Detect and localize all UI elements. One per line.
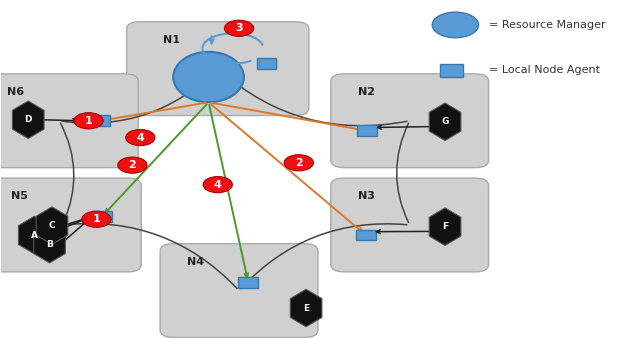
- FancyBboxPatch shape: [331, 178, 488, 272]
- Polygon shape: [36, 207, 68, 244]
- FancyBboxPatch shape: [127, 22, 309, 116]
- Text: 2: 2: [129, 160, 136, 170]
- Text: N3: N3: [358, 192, 375, 201]
- Polygon shape: [429, 103, 461, 141]
- Text: 1: 1: [85, 116, 92, 126]
- Text: A: A: [31, 231, 38, 240]
- Circle shape: [432, 12, 478, 38]
- Text: F: F: [442, 222, 448, 231]
- Polygon shape: [290, 289, 322, 327]
- Circle shape: [284, 155, 314, 171]
- Polygon shape: [13, 101, 44, 139]
- Text: N1: N1: [163, 35, 180, 45]
- Text: N6: N6: [8, 87, 25, 97]
- Text: N5: N5: [11, 192, 27, 201]
- Text: = Local Node Agent: = Local Node Agent: [489, 65, 600, 75]
- Text: = Resource Manager: = Resource Manager: [489, 20, 606, 30]
- Polygon shape: [429, 208, 461, 245]
- Circle shape: [126, 129, 155, 146]
- Polygon shape: [33, 225, 66, 263]
- Bar: [92, 211, 112, 222]
- Text: 3: 3: [235, 23, 243, 33]
- Text: B: B: [46, 240, 53, 248]
- Text: 1: 1: [93, 214, 100, 224]
- Text: C: C: [49, 221, 56, 230]
- FancyBboxPatch shape: [0, 74, 138, 168]
- Ellipse shape: [174, 52, 244, 102]
- Text: E: E: [303, 303, 309, 313]
- Text: 4: 4: [214, 180, 221, 190]
- Circle shape: [82, 211, 111, 227]
- Bar: [356, 230, 375, 240]
- Text: 4: 4: [136, 133, 144, 143]
- Bar: [239, 277, 258, 287]
- Text: 2: 2: [295, 158, 303, 168]
- Circle shape: [74, 113, 103, 129]
- Bar: [91, 115, 110, 126]
- Circle shape: [225, 20, 254, 36]
- Bar: [440, 64, 463, 77]
- Text: G: G: [441, 117, 449, 126]
- FancyBboxPatch shape: [0, 178, 141, 272]
- Bar: [257, 58, 276, 69]
- Text: N4: N4: [187, 257, 204, 267]
- Polygon shape: [18, 216, 50, 254]
- Circle shape: [118, 157, 147, 173]
- FancyBboxPatch shape: [160, 244, 318, 337]
- FancyBboxPatch shape: [331, 74, 488, 168]
- Text: D: D: [25, 115, 32, 124]
- Text: N2: N2: [358, 87, 375, 97]
- Circle shape: [203, 177, 232, 193]
- Bar: [357, 125, 377, 136]
